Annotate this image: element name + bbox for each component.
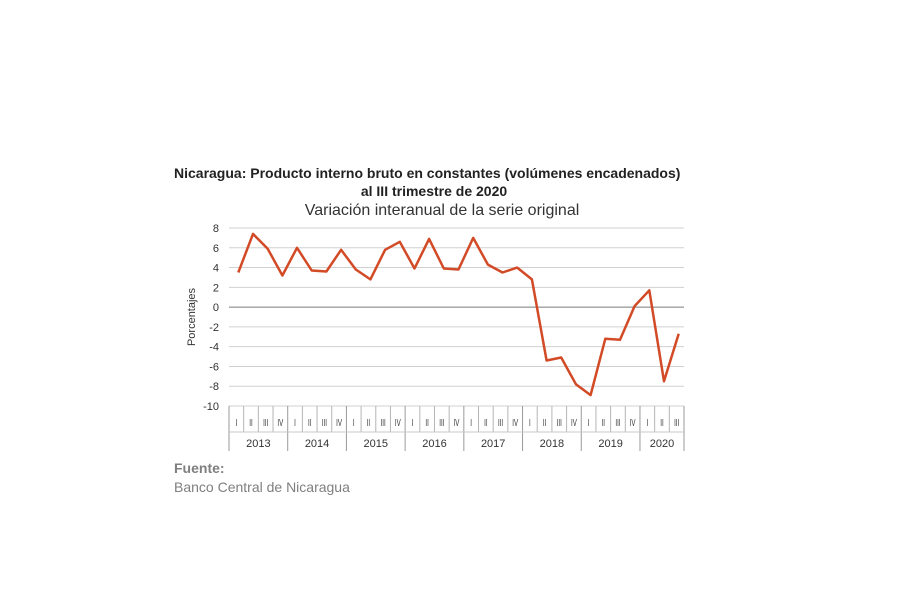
x-quarter-label: I bbox=[529, 416, 531, 428]
x-quarter-label: IV bbox=[277, 416, 283, 428]
chart-title: Nicaragua: Producto interno bruto en con… bbox=[174, 165, 681, 181]
chart-title-line2: al III trimestre de 2020 bbox=[360, 183, 508, 199]
y-tick-label: -6 bbox=[209, 361, 219, 373]
x-quarter-label: I bbox=[294, 416, 296, 428]
x-quarter-label: III bbox=[322, 416, 327, 428]
x-quarter-label: IV bbox=[395, 416, 401, 428]
x-quarter-label: II bbox=[484, 416, 487, 428]
y-tick-label: 0 bbox=[213, 302, 219, 314]
y-tick-label: -2 bbox=[209, 322, 219, 334]
x-year-label: 2017 bbox=[481, 438, 505, 450]
y-tick-label: -8 bbox=[209, 381, 219, 393]
x-year-label: 2015 bbox=[364, 438, 388, 450]
x-quarter-label: I bbox=[235, 416, 237, 428]
chart-subtitle: Variación interanual de la serie origina… bbox=[304, 202, 580, 219]
x-year-label: 2016 bbox=[422, 438, 446, 450]
source-label: Fuente: bbox=[174, 460, 225, 476]
source-text: Banco Central de Nicaragua bbox=[174, 479, 350, 495]
x-quarter-label: II bbox=[367, 416, 370, 428]
x-quarter-label: II bbox=[249, 416, 252, 428]
x-quarter-label: II bbox=[425, 416, 428, 428]
x-quarter-label: III bbox=[439, 416, 444, 428]
x-year-label: 2014 bbox=[305, 438, 329, 450]
x-quarter-label: IV bbox=[571, 416, 577, 428]
y-tick-label: 8 bbox=[213, 223, 219, 235]
x-quarter-label: I bbox=[470, 416, 472, 428]
x-quarter-label: III bbox=[263, 416, 268, 428]
x-quarter-label: I bbox=[646, 416, 648, 428]
x-year-label: 2018 bbox=[540, 438, 564, 450]
series-line bbox=[237, 232, 680, 397]
y-tick-label: 4 bbox=[213, 263, 219, 275]
y-tick-label: 2 bbox=[213, 282, 219, 294]
y-tick-label: -4 bbox=[209, 342, 219, 354]
x-quarter-label: II bbox=[602, 416, 605, 428]
gridlines bbox=[229, 227, 684, 407]
y-tick-label: 6 bbox=[213, 243, 219, 255]
y-tick-label: -10 bbox=[203, 401, 219, 413]
x-quarter-label: I bbox=[588, 416, 590, 428]
x-quarter-label: II bbox=[308, 416, 311, 428]
x-quarter-label: III bbox=[498, 416, 503, 428]
x-quarter-label: I bbox=[412, 416, 414, 428]
y-tick-labels: 8 6 4 2 0 -2 -4 -6 -8 -10 bbox=[203, 223, 219, 413]
x-quarter-label: IV bbox=[336, 416, 342, 428]
y-axis-label: Porcentajes bbox=[186, 287, 198, 346]
x-year-label: 2013 bbox=[246, 438, 270, 450]
x-year-label: 2020 bbox=[650, 438, 674, 450]
x-quarter-label: III bbox=[557, 416, 562, 428]
x-quarter-label: II bbox=[660, 416, 663, 428]
x-quarter-label: IV bbox=[454, 416, 460, 428]
x-quarter-label: III bbox=[381, 416, 386, 428]
x-quarter-label: II bbox=[543, 416, 546, 428]
x-quarter-label: IV bbox=[630, 416, 636, 428]
x-quarter-label: IV bbox=[512, 416, 518, 428]
x-year-label: 2019 bbox=[598, 438, 622, 450]
x-quarter-label: I bbox=[353, 416, 355, 428]
x-quarter-label: III bbox=[674, 416, 679, 428]
x-quarter-label: III bbox=[615, 416, 620, 428]
